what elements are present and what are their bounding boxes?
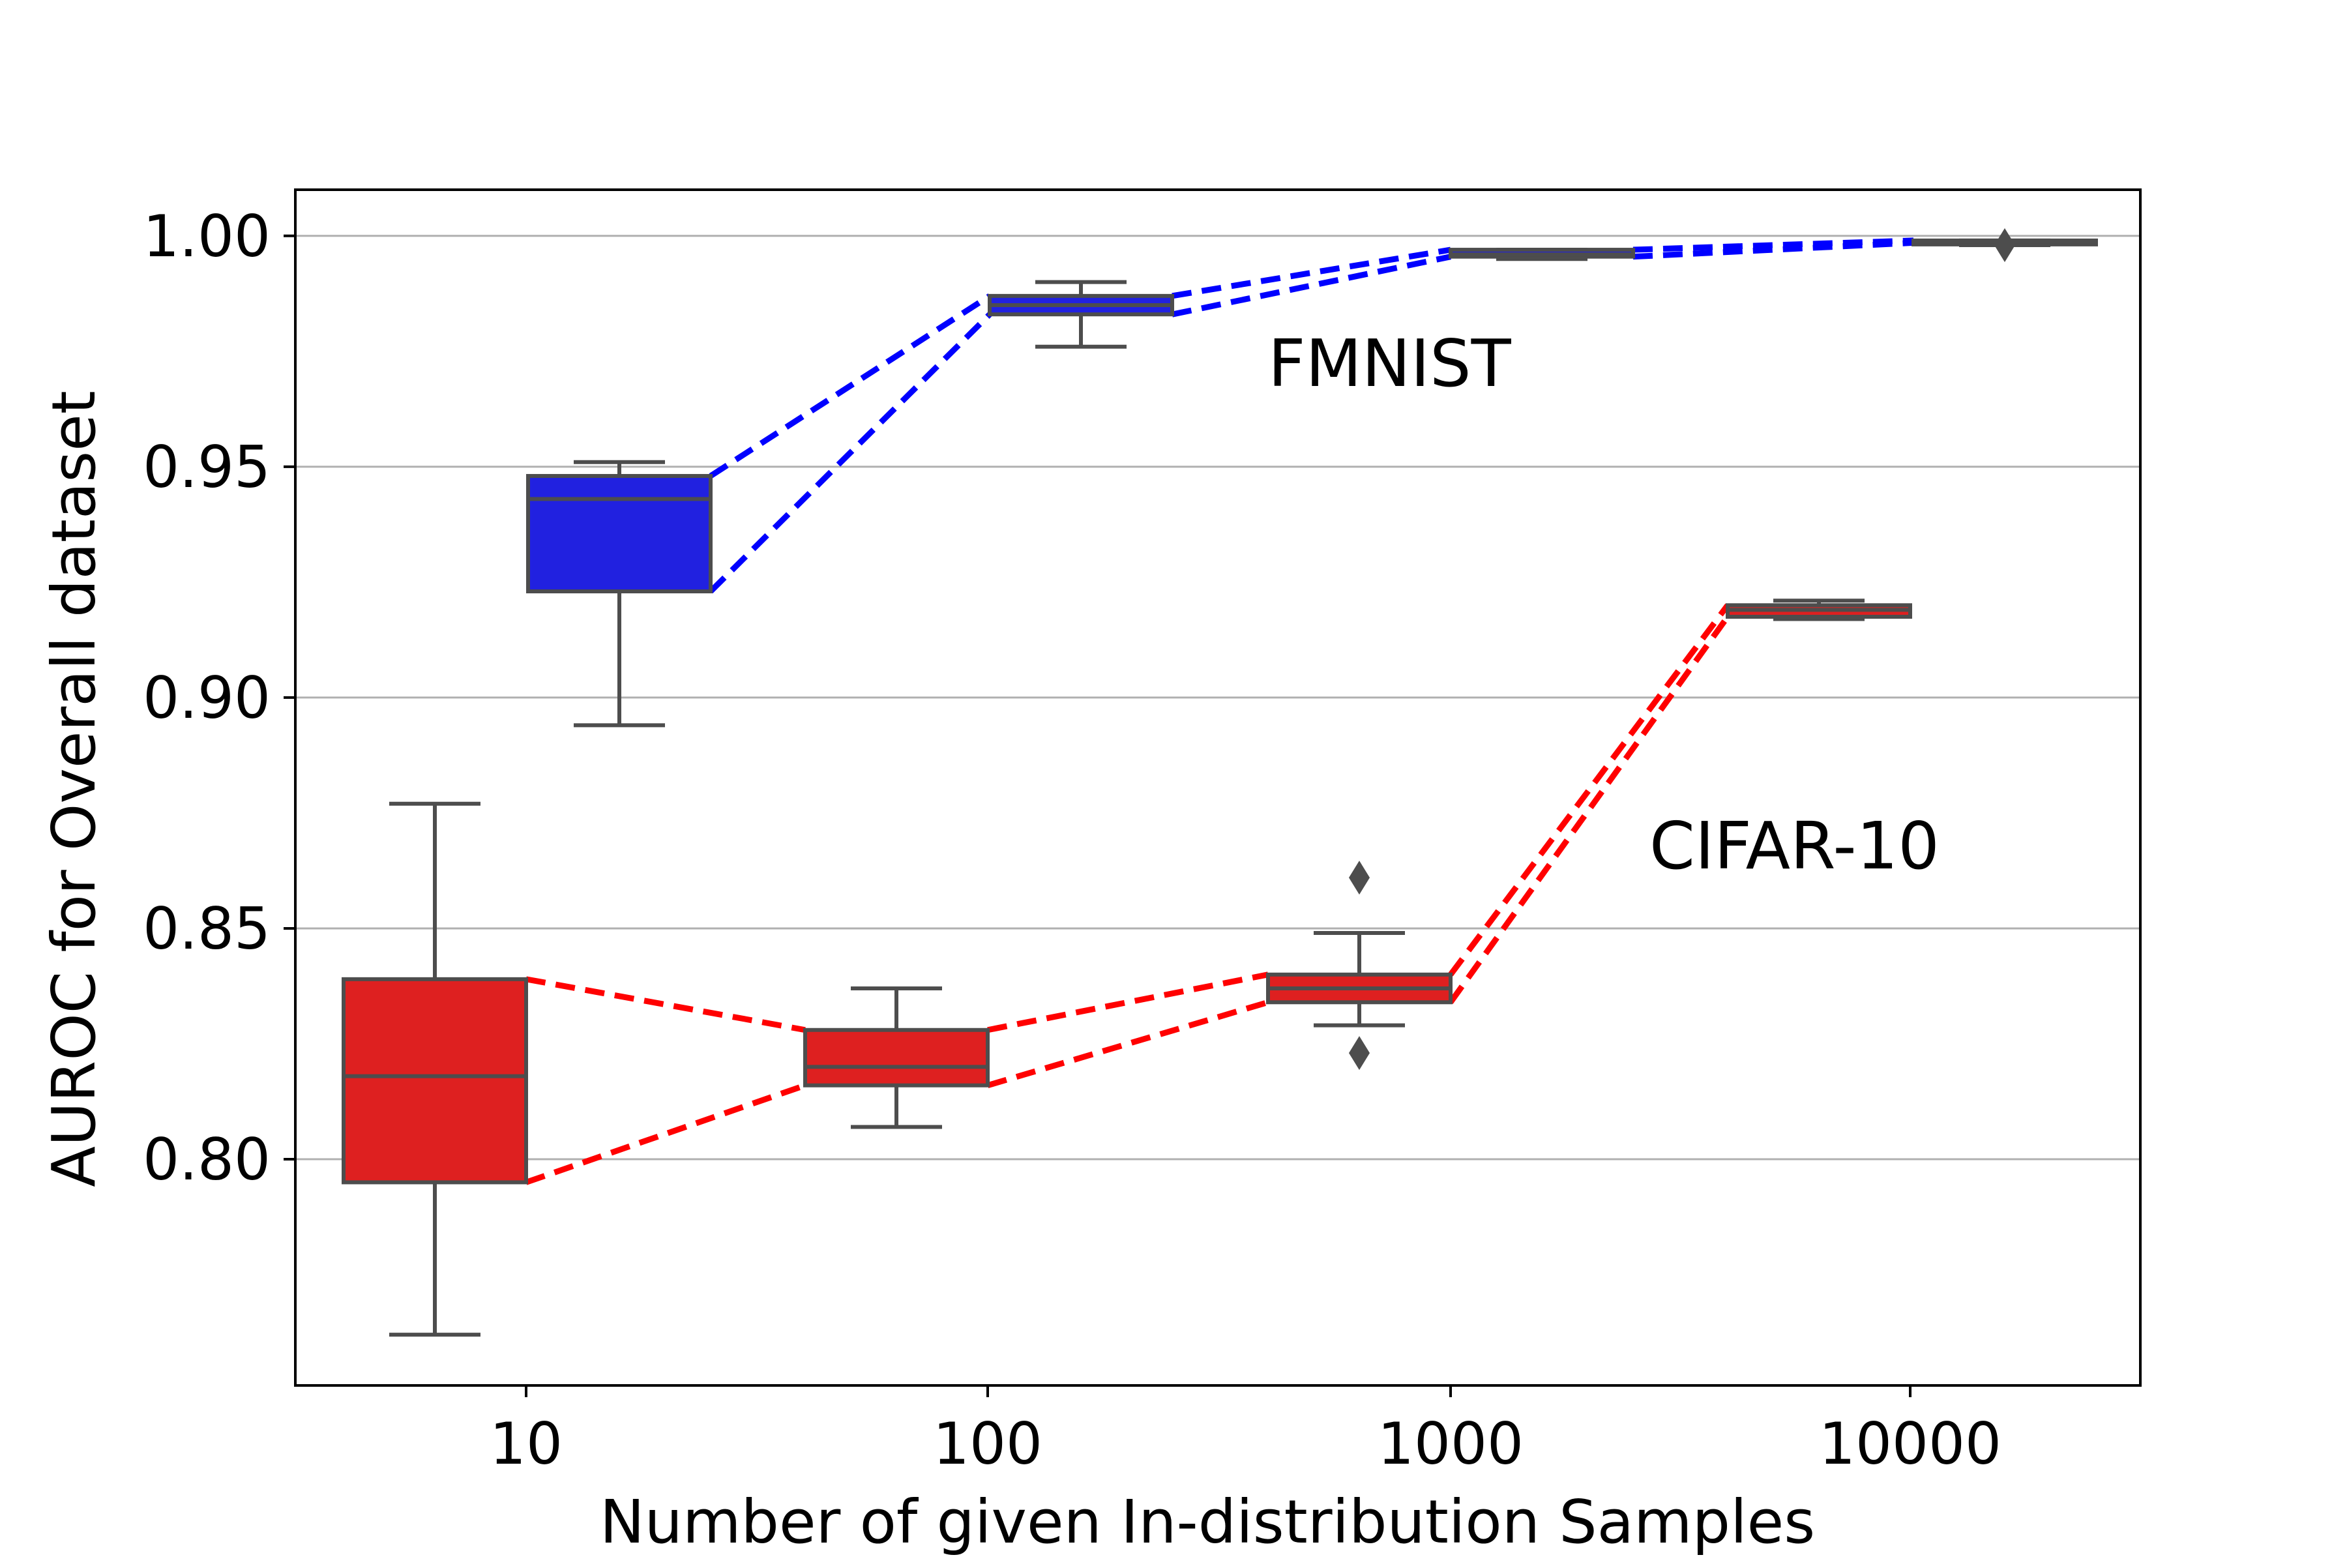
x-tick-label-1000: 1000 xyxy=(1378,1410,1524,1477)
grid-layer xyxy=(295,235,2140,1161)
y-tick-label-0.90: 0.90 xyxy=(143,664,271,732)
cifar10-connector-q3-1000-10000 xyxy=(1448,603,1730,977)
fmnist-10-box xyxy=(526,474,713,594)
fmnist-connector-q1-1000-10000 xyxy=(1632,239,1914,260)
fmnist-connector-q3-100-1000 xyxy=(1172,246,1451,299)
x-tick-label-100: 100 xyxy=(933,1410,1042,1477)
x-tick-label-10: 10 xyxy=(490,1410,563,1477)
y-tick-label-0.95: 0.95 xyxy=(143,434,271,501)
cifar10-connector-q3-10-100 xyxy=(525,976,806,1033)
cifar10-1000-flier-0 xyxy=(1349,861,1370,895)
cifar10-100-box xyxy=(803,1028,990,1087)
plot-frame xyxy=(294,188,2142,1387)
cifar10-annotation: CIFAR-10 xyxy=(1649,808,1940,884)
y-tick-label-0.85: 0.85 xyxy=(143,895,271,962)
x-tick-label-10000: 10000 xyxy=(1819,1410,2001,1477)
box-layer xyxy=(342,228,2098,1337)
y-axis-label: AUROC for Overall dataset xyxy=(39,391,109,1187)
y-tick-label-0.80: 0.80 xyxy=(143,1126,271,1193)
y-tick-label-1.00: 1.00 xyxy=(143,203,271,270)
connector-layer xyxy=(525,237,1914,1185)
cifar10-connector-q1-1000-10000 xyxy=(1448,615,1730,1004)
label-layer: Number of given In-distribution Samples … xyxy=(39,325,1940,1557)
tick-layer: 0.80 0.85 0.90 0.95 1.00 10 100 1000 10000 xyxy=(143,203,2001,1477)
fmnist-10000-flier-0 xyxy=(1994,228,2015,262)
cifar10-connector-q3-100-1000 xyxy=(987,971,1269,1033)
x-axis-label: Number of given In-distribution Samples xyxy=(600,1487,1815,1557)
cifar10-connector-q1-100-1000 xyxy=(986,999,1269,1089)
fmnist-connector-q1-100-1000 xyxy=(1172,254,1451,318)
fmnist-connector-q3-1000-10000 xyxy=(1632,237,1914,253)
cifar10-10-box xyxy=(342,977,528,1185)
cifar10-1000-flier-1 xyxy=(1349,1036,1370,1071)
cifar10-connector-q1-10-100 xyxy=(525,1082,806,1185)
fmnist-connector-q1-10-100 xyxy=(708,312,992,594)
fmnist-annotation: FMNIST xyxy=(1268,325,1512,402)
fmnist-connector-q3-10-100 xyxy=(709,293,992,479)
